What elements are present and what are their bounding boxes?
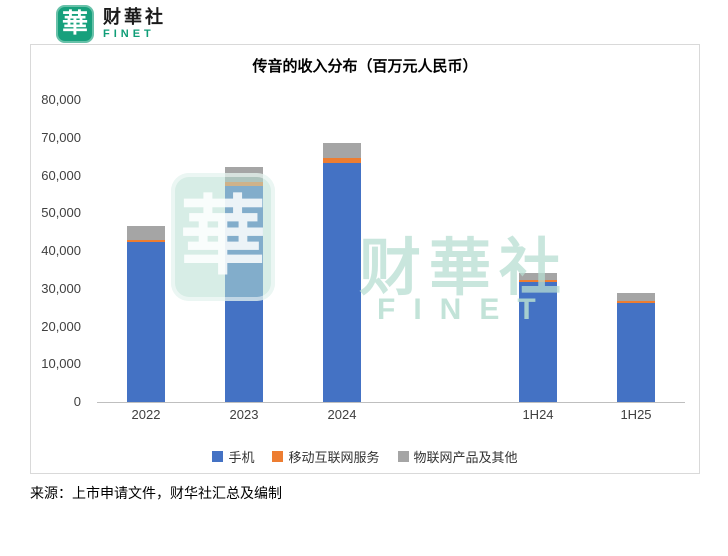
bar-segment-mobile-phones-2022 [127,242,165,402]
x-axis: 2022 2023 2024 1H24 1H25 [97,407,685,425]
legend-item-iot-products-and-others: 物联网产品及其他 [397,447,518,466]
brand-name: 财華社 [103,7,166,28]
bar-segment-mobile-phones-2023 [225,185,263,402]
legend-label-mobile-phones: 手机 [228,450,255,465]
bar-segment-mobile-internet-services-2024 [323,157,361,164]
chart-legend: 手机 移动互联网服务 物联网产品及其他 [31,447,699,466]
legend-label-mobile-internet-services: 移动互联网服务 [288,450,380,465]
x-axis-label-2022: 2022 [131,407,161,422]
plot-area [97,100,685,403]
source-note: 来源：上市申请文件，财华社汇总及编制 [30,485,282,501]
y-tick-label: 70,000 [41,129,81,145]
y-tick-label: 10,000 [41,356,81,372]
bar-segment-mobile-phones-1H25 [617,303,655,402]
bar-segment-mobile-internet-services-2023 [225,181,263,186]
bar-segment-mobile-internet-services-1H25 [617,301,655,304]
bar-segment-iot-products-and-others-2023 [225,166,263,182]
x-axis-label-2024: 2024 [327,407,357,422]
revenue-chart: 传音的收入分布（百万元人民币） 80,000 70,000 60,000 50,000… [30,44,700,474]
legend-swatch-mobile-phones [212,451,224,462]
logo-text: 财華社 FINET [103,7,166,40]
chart-title: 传音的收入分布（百万元人民币） [252,58,478,75]
y-tick-label: 20,000 [41,318,81,334]
y-tick-label: 50,000 [41,205,81,221]
bar-segment-iot-products-and-others-1H24 [519,273,557,280]
x-axis-label-1H24: 1H24 [522,407,554,422]
x-axis-label-2023: 2023 [229,407,259,422]
y-axis: 80,000 70,000 60,000 50,000 40,000 30,000 20,0… [31,92,89,409]
legend-item-mobile-internet-services: 移动互联网服务 [272,447,380,466]
legend-item-mobile-phones: 手机 [212,447,254,466]
legend-label-iot-products-and-others: 物联网产品及其他 [413,450,518,465]
legend-swatch-iot-products-and-others [397,451,409,462]
y-tick-label: 0 [73,394,81,409]
y-tick-label: 40,000 [41,243,81,258]
seal-character: 華 [61,9,88,39]
y-tick-label: 60,000 [41,167,81,183]
bar-segment-iot-products-and-others-1H25 [617,292,655,302]
bar-segment-iot-products-and-others-2022 [127,226,165,241]
bar-segment-mobile-phones-1H24 [519,282,557,402]
bar-segment-mobile-internet-services-2022 [127,240,165,243]
y-tick-label: 30,000 [41,280,81,296]
bar-segment-iot-products-and-others-2024 [323,142,361,158]
bar-segment-mobile-internet-services-1H24 [519,279,557,283]
finet-seal-icon: 華 [56,5,94,43]
finet-logo: 華 财華社 FINET [56,5,166,43]
y-tick-label: 80,000 [41,92,81,107]
bar-segment-mobile-phones-2024 [323,163,361,402]
brand-subtitle: FINET [103,28,155,41]
x-axis-label-1H25: 1H25 [620,407,652,422]
legend-swatch-mobile-internet-services [272,451,284,462]
